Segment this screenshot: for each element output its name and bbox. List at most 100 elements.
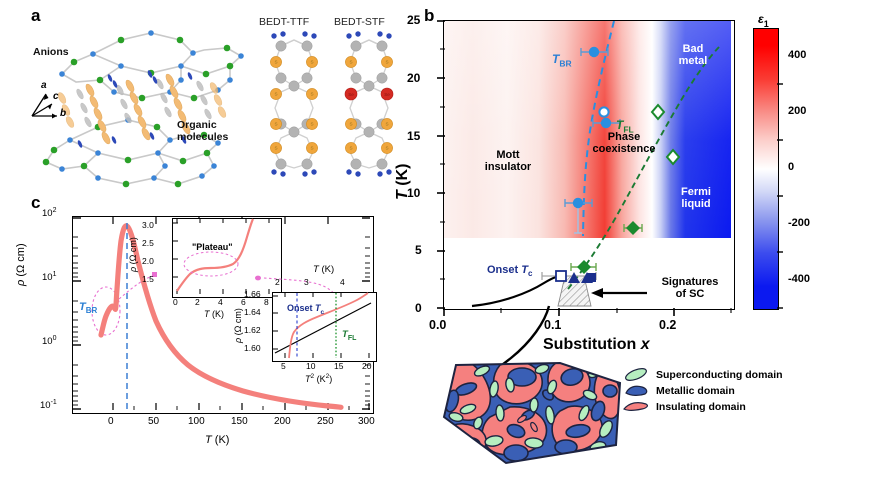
panel-c-xtick-200: 200 bbox=[274, 416, 291, 427]
inset2-xtick-5: 5 bbox=[281, 361, 286, 371]
panel-c: c bbox=[0, 194, 440, 486]
onset-tc-data-points bbox=[541, 270, 597, 283]
region-label-fermi-liquid: Fermi liquid bbox=[666, 186, 726, 211]
svg-text:S: S bbox=[385, 60, 388, 65]
mott-line2: insulator bbox=[484, 161, 532, 174]
selenium-atoms bbox=[344, 87, 394, 101]
svg-text:S: S bbox=[310, 146, 313, 151]
pd-x-axis-title: Substitution x bbox=[543, 336, 650, 353]
anions-label: Anions bbox=[33, 46, 69, 58]
cb-tick-200: 200 bbox=[788, 105, 807, 117]
mott-line1: Mott bbox=[496, 149, 520, 161]
cb-tick-m400: -400 bbox=[788, 273, 811, 285]
axis-b-label: b bbox=[60, 108, 67, 119]
plateau-highlight-ellipse bbox=[183, 251, 239, 277]
organic-label-line2: molecules bbox=[177, 131, 229, 144]
svg-text:S: S bbox=[385, 146, 388, 151]
svg-text:Se: Se bbox=[384, 92, 390, 97]
inset1-y-axis-title: ρ (Ω cm) bbox=[128, 237, 138, 272]
svg-text:S: S bbox=[274, 146, 277, 151]
colorbar-title-eps: ε bbox=[758, 12, 764, 26]
organic-label-line1: Organic bbox=[177, 119, 217, 131]
organic-molecules-label: Organic molecules bbox=[177, 119, 228, 143]
legend-row-superconducting: Superconducting domain bbox=[623, 368, 783, 381]
inset1-xtick-6: 6 bbox=[241, 297, 246, 307]
pd-ytick-5: 5 bbox=[415, 243, 422, 257]
legend-label-metallic: Metallic domain bbox=[656, 384, 735, 397]
inset1-x-axis-title: T (K) bbox=[204, 309, 224, 319]
coexist-line1: Phase bbox=[607, 131, 641, 143]
inset2-ytick-164: 1.64 bbox=[244, 307, 261, 317]
axis-a-label: a bbox=[41, 80, 47, 91]
panel-c-inset-plateau bbox=[172, 218, 282, 298]
panel-c-xtick-0: 0 bbox=[108, 416, 114, 427]
phase-diagram-heatmap-svg bbox=[444, 21, 731, 308]
colorbar-title: ε1 bbox=[758, 10, 769, 29]
svg-text:Se: Se bbox=[348, 92, 354, 97]
colorbar-ticks bbox=[777, 83, 783, 309]
pd-ytick-15: 15 bbox=[407, 129, 421, 143]
inset1-ytick-25: 2.5 bbox=[142, 238, 154, 248]
inset-t2-svg bbox=[273, 292, 372, 359]
resistivity-curve bbox=[98, 223, 344, 410]
tbr-annotation: TBR bbox=[552, 52, 572, 69]
badmetal-line1: Bad bbox=[682, 43, 704, 55]
cb-tick-0: 0 bbox=[788, 161, 795, 173]
pd-ytick-25: 25 bbox=[407, 13, 421, 27]
crystal-structure-illustration bbox=[42, 30, 244, 188]
panel-c-xtick-300: 300 bbox=[358, 416, 375, 427]
panel-c-ytick-10m1: 10-1 bbox=[40, 399, 57, 412]
sig-line2: of SC bbox=[675, 288, 705, 301]
insulating-domain-icon bbox=[623, 402, 648, 411]
pd-xtick-00: 0.0 bbox=[429, 318, 447, 332]
inset-plateau-curve bbox=[176, 218, 255, 292]
panel-c-ytick-102: 102 bbox=[42, 207, 57, 220]
phase-diagram-plot: Mott insulator Phase coexistence Bad met… bbox=[443, 20, 735, 310]
pd-y-axis-title: T (K) bbox=[394, 163, 411, 200]
panel-c-xtick-100: 100 bbox=[188, 416, 205, 427]
inset1-xtick-2: 2 bbox=[195, 297, 200, 307]
zoom-guide-arrow-1 bbox=[152, 272, 157, 277]
panel-c-curve-svg bbox=[73, 217, 370, 410]
panel-c-x-axis-title: T (K) bbox=[205, 434, 230, 446]
panel-b-letter: b bbox=[424, 6, 435, 25]
svg-text:S: S bbox=[310, 92, 313, 97]
inset2-ytick-160: 1.60 bbox=[244, 343, 261, 353]
svg-text:S: S bbox=[349, 60, 352, 65]
panel-c-xtick-250: 250 bbox=[317, 416, 334, 427]
superconducting-domain-icon bbox=[625, 368, 647, 381]
panel-c-ytick-100: 100 bbox=[42, 335, 57, 348]
tfl-annotation: TFL bbox=[616, 118, 634, 135]
legend-label-insulating: Insulating domain bbox=[656, 400, 746, 413]
bedt-stf-molecule-diagram: S S S S S S Se Se bbox=[344, 31, 394, 177]
colorbar-title-sub: 1 bbox=[763, 19, 769, 30]
coexist-line2: coexistence bbox=[592, 143, 656, 156]
panel-c-xtick-150: 150 bbox=[231, 416, 248, 427]
region-label-phase-coexistence: Phase coexistence bbox=[580, 131, 668, 156]
cb-tick-m200: -200 bbox=[788, 217, 811, 229]
inset2-ytick-162: 1.62 bbox=[244, 325, 261, 335]
inset1-xtick-8: 8 bbox=[264, 297, 269, 307]
inset2-xtick-15: 15 bbox=[334, 361, 344, 371]
inset1-ytick-15: 1.5 bbox=[142, 274, 154, 284]
pd-ytick-0: 0 bbox=[415, 301, 422, 315]
panel-a-letter: a bbox=[31, 6, 41, 25]
phase-diagram-y-ticks bbox=[437, 20, 445, 309]
tfl-boundary-line bbox=[567, 46, 720, 290]
inset1-xtick-4: 4 bbox=[218, 297, 223, 307]
svg-text:S: S bbox=[349, 122, 352, 127]
region-label-mott: Mott insulator bbox=[468, 149, 548, 174]
svg-text:S: S bbox=[274, 122, 277, 127]
legend-row-insulating: Insulating domain bbox=[623, 400, 783, 413]
fermi-line1: Fermi bbox=[681, 186, 711, 198]
legend-label-superconducting: Superconducting domain bbox=[656, 368, 783, 381]
fermi-line2: liquid bbox=[681, 198, 711, 211]
inset2-tfl-label: TFL bbox=[342, 329, 357, 342]
inset2-xtick-10: 10 bbox=[306, 361, 316, 371]
microstructure-legend: Superconducting domain Metallic domain I… bbox=[623, 368, 783, 416]
tbr-data-points bbox=[564, 46, 621, 234]
phase-diagram-x-ticks bbox=[443, 308, 732, 316]
inset1-ytick-20: 2.0 bbox=[142, 256, 154, 266]
panel-c-inset-t2 bbox=[272, 292, 377, 362]
plateau-annotation: "Plateau" bbox=[192, 242, 233, 252]
